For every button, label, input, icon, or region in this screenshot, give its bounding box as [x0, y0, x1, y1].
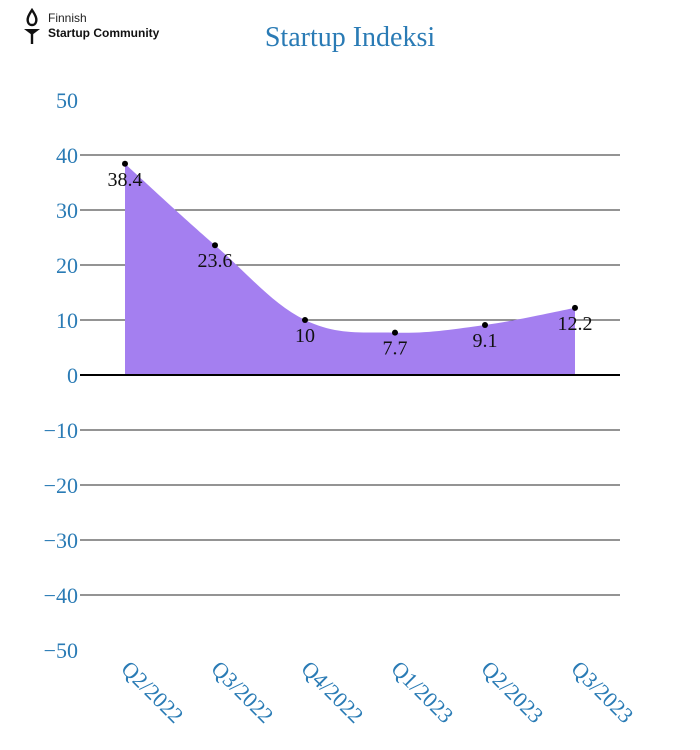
- y-tick-label: 30: [56, 198, 78, 223]
- y-tick-label: 20: [56, 253, 78, 278]
- y-tick-label: −30: [44, 528, 78, 553]
- y-tick-label: −10: [44, 418, 78, 443]
- data-label: 9.1: [473, 330, 498, 352]
- data-point: [302, 317, 308, 323]
- y-tick-label: −40: [44, 583, 78, 608]
- data-label: 12.2: [558, 313, 593, 335]
- x-tick-label: Q4/2022: [296, 656, 368, 728]
- y-tick-label: 0: [67, 363, 78, 388]
- x-tick-label: Q3/2022: [206, 656, 278, 728]
- brand-logo: Finnish Startup Community: [22, 8, 192, 48]
- data-point: [572, 304, 578, 311]
- data-point: [122, 160, 128, 167]
- y-tick-label: 40: [56, 143, 78, 168]
- community-logo-icon: [24, 8, 40, 44]
- data-label: 23.6: [198, 250, 233, 272]
- data-label: 38.4: [108, 169, 143, 191]
- data-points: [122, 160, 578, 336]
- data-label: 7.7: [383, 338, 408, 360]
- x-tick-label: Q2/2022: [116, 656, 188, 728]
- x-axis-ticks: Q2/2022 Q3/2022 Q4/2022 Q1/2023 Q2/2023 Q3/20…: [116, 656, 638, 728]
- data-point: [482, 321, 488, 328]
- y-axis-ticks: 50 40 30 20 10 0 −10 −20 −30 −40 −50: [44, 88, 78, 663]
- logo-line-2: Startup Community: [48, 26, 160, 40]
- x-tick-label: Q1/2023: [386, 656, 458, 728]
- x-tick-label: Q3/2023: [566, 656, 638, 728]
- logo-line-1: Finnish: [48, 11, 87, 25]
- y-tick-label: 50: [56, 88, 78, 113]
- area-series: [80, 163, 620, 376]
- data-label: 10: [295, 325, 315, 347]
- data-labels: 38.4 23.6 10 7.7 9.1 12.2: [108, 169, 593, 360]
- data-point: [392, 329, 398, 336]
- y-tick-label: 10: [56, 308, 78, 333]
- data-point: [212, 242, 218, 249]
- area-fill: [125, 163, 575, 375]
- y-tick-label: −20: [44, 473, 78, 498]
- chart-title: Startup Indeksi: [265, 22, 436, 53]
- y-tick-label: −50: [44, 638, 78, 663]
- x-tick-label: Q2/2023: [476, 656, 548, 728]
